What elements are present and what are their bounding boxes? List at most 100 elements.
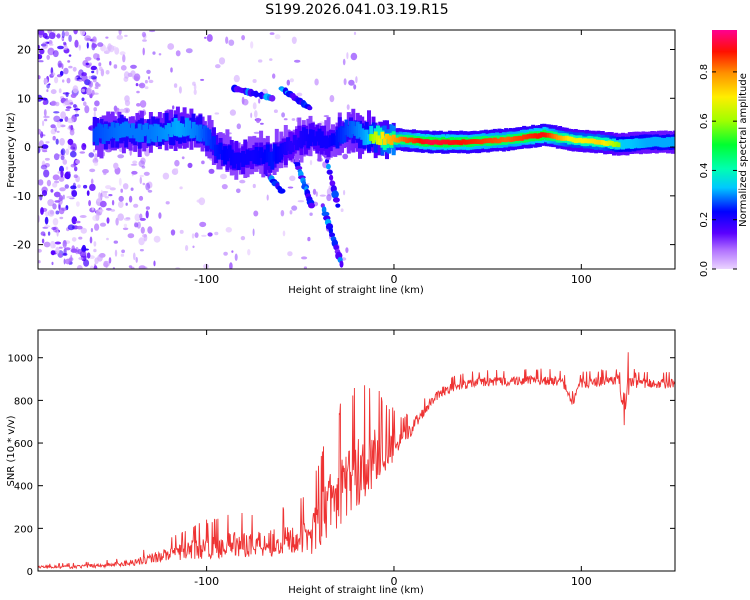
spectrogram-ridge-cell	[497, 138, 502, 144]
spectrogram-ridge-cell	[362, 129, 367, 146]
spectrogram-speckle	[81, 244, 87, 253]
spectrogram-speckle	[50, 89, 57, 95]
spectrogram-speckle	[114, 47, 120, 55]
spectrogram-speckle	[239, 179, 246, 184]
spectrogram-ridge-cell	[355, 121, 360, 139]
spectrogram-ridge-cell	[600, 140, 605, 145]
spectrogram-speckle	[170, 229, 176, 236]
spectrogram-ridge-cell	[223, 146, 228, 165]
spectrogram-speckle	[342, 58, 346, 66]
spectrogram-speckle	[64, 173, 68, 179]
spectrogram-ridge-cell	[594, 139, 599, 145]
spectrogram-speckle	[138, 265, 146, 269]
spectrogram-speckle	[67, 117, 75, 124]
spectrogram-speckle	[60, 148, 66, 156]
spectrogram-speckle	[353, 84, 357, 90]
spectrogram-speckle	[78, 70, 83, 77]
spectrogram-ridge-cell	[387, 135, 392, 144]
spectrogram-speckle	[91, 70, 95, 74]
spectrogram-speckle	[58, 175, 65, 182]
spectrogram-speckle	[247, 249, 251, 256]
spectrogram-ridge-cell	[438, 140, 443, 146]
spectrogram-speckle	[175, 168, 179, 174]
spectrogram-ridge-cell	[657, 137, 661, 147]
spectrogram-ridge-cell	[378, 127, 383, 143]
spectrogram-ridge-cell	[416, 138, 421, 143]
spectrogram-speckle	[307, 236, 311, 242]
spectrogram-ridge-cell	[346, 125, 351, 137]
spectrogram-speckle	[54, 76, 59, 84]
spectrogram-speckle	[133, 252, 136, 261]
spectrogram-ridge-cell	[614, 141, 619, 147]
spectrogram-track-blob	[339, 260, 344, 268]
spectrogram-ridge-cell	[483, 138, 488, 144]
spectrogram-speckle	[84, 35, 92, 42]
spectrogram-speckle	[133, 203, 139, 208]
spectrogram-ridge-cell	[229, 149, 234, 166]
snr-y-tick-label: 0	[27, 567, 33, 578]
spectrogram-speckle	[199, 221, 207, 228]
spectrogram-speckle	[139, 176, 142, 184]
spectrogram-speckle	[48, 32, 56, 40]
spectrogram-ridge-cell	[142, 124, 147, 137]
spectrogram-ridge-cell	[265, 144, 270, 163]
spectrogram-ridge-cell	[92, 128, 97, 142]
spectrogram-ridge-cell	[241, 151, 246, 167]
spectrogram-speckle	[52, 50, 59, 58]
spectrogram-ridge-cell	[492, 137, 497, 143]
spectrogram-speckle	[70, 124, 74, 131]
spectrogram-speckle	[64, 100, 71, 106]
spectrogram-ridge-cell	[605, 141, 610, 146]
spectrogram-speckle	[43, 109, 47, 117]
spectrogram-speckle	[274, 34, 281, 40]
spectrogram-speckle	[346, 104, 350, 110]
spectrogram-speckle	[98, 209, 104, 212]
spectrogram-speckle	[40, 207, 44, 215]
spectrogram-speckle	[192, 245, 195, 249]
spectrogram-speckle	[46, 89, 49, 93]
colorbar-tick-label: 0.8	[699, 64, 710, 80]
spectrogram-speckle	[58, 195, 64, 202]
spectrogram-speckle	[71, 189, 77, 197]
spectrogram-speckle	[38, 260, 41, 264]
spectrogram-ridge-cell	[189, 117, 194, 137]
spectrogram-track-blob	[308, 202, 315, 209]
spectrogram-ridge-cell	[295, 139, 299, 151]
spectrogram-speckle	[88, 152, 95, 158]
spectrogram-speckle	[79, 215, 87, 218]
spectrogram-speckle	[118, 108, 126, 113]
spectrogram-speckle	[133, 73, 141, 82]
spectrogram-ridge-cell	[524, 134, 529, 140]
spectrogram-ridge-cell	[641, 138, 646, 148]
spectrogram-ridge-cell	[659, 137, 664, 148]
colorbar-tick-label: 0.4	[699, 162, 710, 178]
spectrogram-ridge-cell	[461, 139, 466, 144]
spectrogram-ridge-cell	[490, 138, 495, 144]
spectrogram-speckle	[124, 34, 128, 38]
spectrogram-ridge-cell	[211, 136, 216, 151]
spectrogram-ridge-cell	[205, 127, 210, 146]
spectrogram-ridge-cell	[184, 117, 189, 136]
spectrogram-speckle	[223, 251, 228, 256]
spectrogram-speckle	[64, 247, 71, 251]
spectrogram-speckle	[43, 118, 48, 122]
spectrogram-speckle	[192, 81, 196, 86]
spectrogram-speckle	[63, 258, 66, 265]
spectrogram-speckle	[125, 202, 128, 206]
spectrogram-speckle	[118, 201, 124, 208]
spectrogram-ridge-cell	[598, 139, 603, 145]
spectrogram-speckle	[97, 42, 104, 47]
spectrogram-speckle	[252, 183, 256, 189]
spectrogram-track-blob	[277, 188, 286, 194]
spectrogram-ridge-cell	[153, 123, 158, 143]
spectrogram-speckle	[76, 225, 83, 230]
spectrogram-speckle	[62, 159, 68, 165]
spectrogram-speckle	[109, 61, 112, 66]
spectrogram-speckle	[139, 174, 144, 178]
spectrogram-ridge-cell	[403, 137, 407, 142]
spectrogram-ridge-cell	[459, 140, 464, 146]
spectrogram-speckle	[92, 79, 97, 83]
spectrogram-speckle	[106, 217, 110, 224]
spectrogram-ridge-cell	[130, 128, 135, 144]
